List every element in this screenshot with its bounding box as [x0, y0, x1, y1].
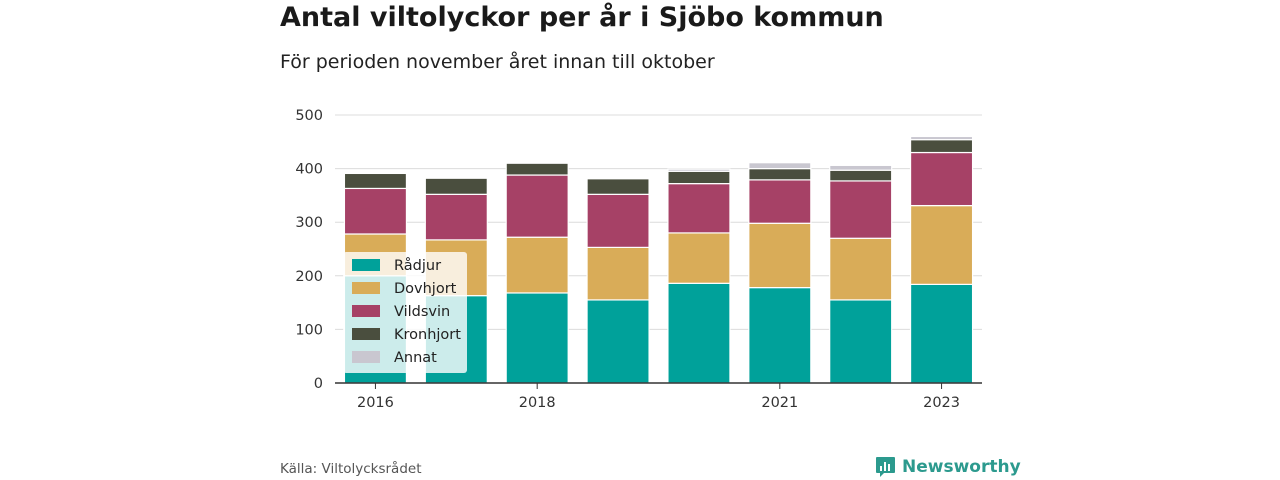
- legend-swatch: [352, 305, 380, 317]
- legend-swatch: [352, 259, 380, 271]
- bar-segment: [748, 179, 812, 224]
- bar-segment: [748, 168, 812, 181]
- bar-segment: [424, 177, 488, 195]
- x-tick-label: 2021: [761, 395, 798, 411]
- chart-title: Antal viltolyckor per år i Sjöbo kommun: [280, 2, 884, 33]
- bar-segment: [909, 139, 974, 154]
- bar-segment: [667, 282, 731, 384]
- bar-segment: [909, 151, 974, 207]
- bar-stack: [909, 135, 974, 384]
- bar-segment: [748, 162, 812, 170]
- bar-segment: [829, 237, 893, 301]
- legend-label: Kronhjort: [394, 327, 461, 343]
- bar-stack: [829, 164, 893, 384]
- y-tick-label: 200: [295, 269, 323, 285]
- axes: 0 100 200 300 400 500 2016 2018 2021 2023: [295, 108, 982, 411]
- bar-segment: [586, 178, 650, 195]
- bar-segment: [505, 162, 569, 176]
- legend-swatch: [352, 351, 380, 363]
- bar-segment: [829, 299, 893, 384]
- bar-segment: [505, 236, 569, 294]
- y-tick-label: 100: [295, 322, 323, 338]
- x-tick-label: 2023: [923, 395, 960, 411]
- legend: Rådjur Dovhjort Vildsvin Kronhjort Annat: [343, 252, 467, 373]
- legend-label: Dovhjort: [394, 281, 457, 297]
- bar-segment: [909, 204, 974, 285]
- x-tick-label: 2016: [357, 395, 394, 411]
- y-tick-label: 400: [295, 162, 323, 178]
- bar-segment: [829, 169, 893, 182]
- bar-segment: [586, 246, 650, 301]
- bar-stack: [667, 168, 731, 384]
- legend-label: Rådjur: [394, 257, 441, 274]
- chart-subtitle: För perioden november året innan till ok…: [280, 51, 715, 73]
- bar-segment: [748, 286, 812, 384]
- bar-segment: [586, 299, 650, 384]
- bar-segment: [909, 135, 974, 141]
- bar-segment: [667, 232, 731, 284]
- bar-segment: [748, 222, 812, 289]
- bar-segment: [505, 174, 569, 238]
- bar-segment: [667, 170, 731, 185]
- legend-label: Annat: [394, 350, 437, 366]
- brand-logo[interactable]: Newsworthy: [875, 455, 1021, 479]
- y-tick-label: 500: [295, 108, 323, 124]
- bar-segment: [667, 183, 731, 234]
- legend-label: Vildsvin: [394, 304, 450, 320]
- source-note: Källa: Viltolycksrådet: [280, 461, 422, 477]
- y-tick-label: 300: [295, 215, 323, 231]
- bar-stack: [748, 162, 812, 384]
- brand-name: Newsworthy: [902, 457, 1021, 477]
- bar-segment: [343, 187, 408, 235]
- bar-segment: [586, 193, 650, 248]
- legend-swatch: [352, 328, 380, 340]
- x-tick-label: 2018: [519, 395, 556, 411]
- newsworthy-logo-icon: [876, 457, 895, 477]
- bar-segment: [667, 168, 731, 172]
- bar-segment: [343, 172, 408, 190]
- bar-stack: [505, 162, 569, 384]
- y-tick-label: 0: [314, 376, 323, 392]
- legend-swatch: [352, 282, 380, 294]
- bar-segment: [505, 292, 569, 384]
- bar-segment: [829, 180, 893, 239]
- bar-segment: [909, 283, 974, 384]
- bar-segment: [829, 164, 893, 171]
- bar-segment: [424, 193, 488, 241]
- bar-stack: [586, 178, 650, 384]
